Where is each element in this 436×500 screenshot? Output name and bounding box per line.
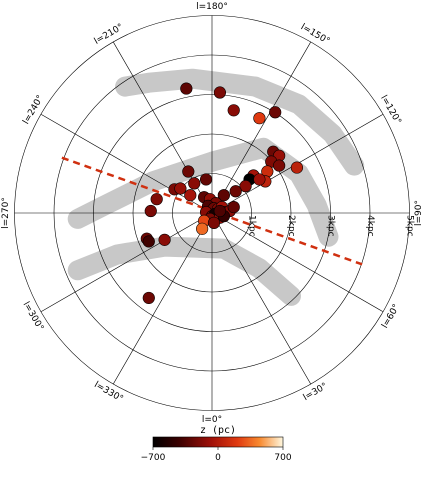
ring-label-4: 4kpc [365,215,375,237]
spoke-label-210: l=210° [93,22,125,47]
spoke-30 [211,212,312,385]
data-point-20 [199,173,213,186]
data-point-17 [217,189,230,202]
polar-grid [14,15,410,411]
spoke-300 [40,212,213,313]
data-point-22 [174,182,187,195]
spoke-240 [40,113,213,214]
data-point-15 [239,180,252,193]
data-point-1 [213,86,226,99]
spoke-label-240: l=240° [21,94,46,126]
data-point-47 [158,233,171,246]
ring-label-1: 1kpc [247,215,257,237]
spoke-label-120: l=120° [378,94,403,126]
spoke-label-90: l=90° [414,200,424,226]
data-point-41 [213,204,226,218]
data-point-9 [290,161,304,174]
spoke-label-300: l=300° [21,300,46,332]
spoke-label-0: l=0° [202,415,222,425]
spoke-label-330: l=330° [92,380,124,405]
colorbar-tick-label-1: 0 [215,453,221,463]
ring-label-2: 2kpc [286,215,296,237]
spiral-arm-2 [67,137,339,247]
data-point-50 [150,193,163,206]
spoke-label-270: l=270° [1,197,11,229]
spiral-arm-1 [115,68,365,176]
spoke-label-150: l=150° [299,22,331,47]
colorbar-title: z (pc) [200,425,236,436]
ring-label-3: 3kpc [326,215,336,237]
data-point-8 [273,159,286,172]
spiral-arm-3 [67,236,301,306]
colorbar: z (pc) −700 0 700 [141,425,292,463]
colorbar-tick-label-0: −700 [141,453,166,463]
data-point-33 [227,200,240,214]
colorbar-tick-label-2: 700 [274,453,291,463]
data-point-19 [188,177,201,190]
data-point-49 [142,291,155,305]
data-points [140,82,304,305]
data-point-44 [144,204,157,218]
data-point-23 [184,189,197,202]
spiral-arms [67,68,365,306]
spoke-label-60: l=60° [380,303,402,331]
ring-label-5: 5kpc [405,215,415,237]
data-point-46 [142,235,155,248]
data-point-3 [269,106,282,119]
spoke-330 [112,212,213,385]
data-point-2 [227,104,240,117]
data-point-14 [253,173,266,186]
data-point-43 [207,216,221,229]
spoke-150 [211,41,312,214]
data-point-16 [229,185,242,198]
spoke-label-30: l=30° [302,381,330,403]
spoke-label-180: l=180° [196,2,228,12]
data-point-0 [180,82,193,95]
colorbar-gradient [152,436,284,448]
spoke-60 [211,212,384,313]
data-point-48 [196,222,209,235]
data-point-18 [182,165,195,178]
data-point-4 [253,112,266,125]
